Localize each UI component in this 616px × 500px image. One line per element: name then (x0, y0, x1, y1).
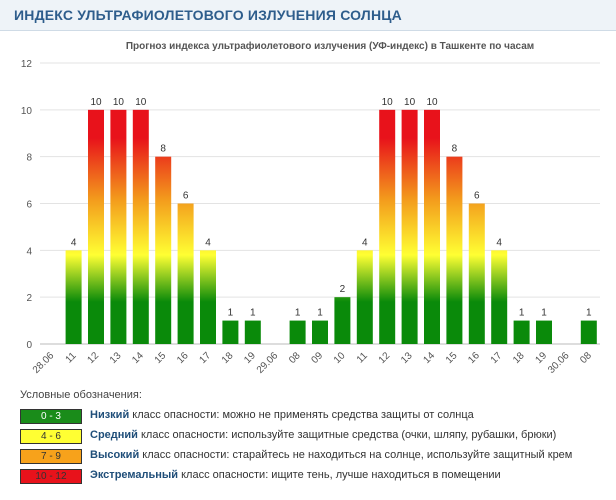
uv-bar (312, 320, 328, 344)
uv-bar (65, 250, 82, 344)
x-tick-label: 11 (64, 350, 79, 365)
uv-chart-svg: Прогноз индекса ультрафиолетового излуче… (21, 40, 600, 376)
uv-bar (401, 109, 418, 344)
legend-text-medium: класс опасности: используйте защитные ср… (137, 429, 557, 441)
chart-title: Прогноз индекса ультрафиолетового излуче… (126, 40, 534, 52)
x-tick-label: 17 (197, 350, 213, 366)
x-tick-label: 12 (377, 350, 393, 366)
bar-data-label: 2 (340, 284, 346, 295)
y-tick-label: 10 (21, 106, 33, 117)
bar-data-label: 6 (474, 191, 480, 202)
uv-bar (334, 297, 351, 344)
bar-data-label: 10 (404, 97, 416, 108)
bar-data-label: 8 (160, 144, 166, 155)
y-tick-label: 8 (26, 153, 32, 164)
legend-swatch-extreme: 10 - 12 (20, 469, 82, 484)
legend-name-high: Высокий (90, 449, 140, 461)
x-tick-label: 13 (108, 350, 124, 366)
bar-data-label: 10 (426, 97, 438, 108)
legend-swatch-low: 0 - 3 (20, 409, 82, 424)
bar-data-label: 8 (452, 144, 458, 155)
legend-item-medium: 4 - 6 Средний класс опасности: используй… (20, 429, 610, 445)
uv-bar (155, 156, 172, 344)
bar-data-label: 10 (382, 97, 394, 108)
x-tick-label: 16 (175, 350, 191, 366)
bar-data-label: 4 (362, 237, 368, 248)
uv-bar (580, 320, 597, 344)
uv-bar (177, 203, 194, 344)
uv-bar (513, 320, 530, 344)
uv-bar (200, 250, 216, 344)
legend-name-low: Низкий (90, 409, 130, 421)
uv-bar (222, 320, 239, 344)
uv-bar (289, 320, 306, 344)
uv-bar (132, 109, 149, 344)
x-tick-label: 18 (220, 350, 236, 366)
x-tick-label: 10 (332, 350, 348, 366)
bar-data-label: 1 (295, 308, 301, 319)
legend-item-low: 0 - 3 Низкий класс опасности: можно не п… (20, 409, 610, 425)
y-tick-label: 12 (21, 59, 33, 70)
legend-name-medium: Средний (90, 429, 138, 441)
uv-bar (244, 320, 261, 344)
y-tick-label: 4 (26, 246, 32, 257)
x-tick-label: 29.06 (255, 350, 281, 376)
x-tick-label: 14 (421, 350, 437, 366)
x-tick-label: 14 (130, 350, 146, 366)
x-tick-label: 18 (511, 350, 527, 366)
x-tick-label: 12 (85, 350, 101, 366)
page-header: ИНДЕКС УЛЬТРАФИОЛЕТОВОГО ИЗЛУЧЕНИЯ СОЛНЦ… (0, 0, 616, 31)
legend-text-extreme: класс опасности: ищите тень, лучше наход… (178, 469, 501, 481)
uv-bar (468, 203, 485, 344)
x-tick-label: 09 (309, 350, 325, 366)
x-tick-label: 08 (578, 350, 594, 366)
x-tick-label: 17 (489, 350, 505, 366)
bar-data-label: 1 (317, 308, 323, 319)
legend-item-extreme: 10 - 12 Экстремальный класс опасности: и… (20, 469, 610, 485)
legend: Условные обозначения: 0 - 3 Низкий класс… (0, 385, 616, 500)
page-title: ИНДЕКС УЛЬТРАФИОЛЕТОВОГО ИЗЛУЧЕНИЯ СОЛНЦ… (14, 7, 402, 23)
x-tick-label: 15 (153, 350, 169, 366)
bar-data-label: 1 (519, 308, 525, 319)
uv-bar (88, 109, 104, 344)
legend-swatch-medium: 4 - 6 (20, 429, 82, 444)
uv-bar (379, 109, 396, 344)
legend-text-high: класс опасности: старайтесь не находитьс… (139, 449, 573, 461)
bar-data-label: 1 (250, 308, 256, 319)
bar-data-label: 4 (71, 237, 77, 248)
legend-title: Условные обозначения: (20, 389, 142, 401)
bar-data-label: 4 (205, 237, 211, 248)
x-tick-label: 19 (242, 350, 258, 366)
uv-bar (446, 156, 463, 344)
x-tick-label: 11 (355, 350, 370, 365)
x-tick-label: 19 (533, 350, 549, 366)
legend-name-extreme: Экстремальный (90, 469, 179, 481)
x-tick-label: 13 (399, 350, 415, 366)
uv-bar (356, 250, 373, 344)
bar-data-label: 1 (586, 308, 592, 319)
uv-bar (536, 320, 552, 344)
bar-data-label: 4 (496, 237, 502, 248)
legend-text-low: класс опасности: можно не применять сред… (129, 409, 474, 421)
x-tick-label: 16 (466, 350, 482, 366)
x-tick-label: 08 (287, 350, 303, 366)
y-tick-label: 2 (26, 293, 32, 304)
uv-bar (424, 109, 440, 344)
bar-data-label: 1 (228, 308, 234, 319)
y-tick-label: 6 (26, 200, 32, 211)
x-tick-label: 15 (444, 350, 460, 366)
bar-data-label: 10 (113, 97, 125, 108)
bar-data-label: 10 (135, 97, 147, 108)
legend-item-high: 7 - 9 Высокий класс опасности: старайтес… (20, 449, 610, 465)
legend-swatch-high: 7 - 9 (20, 449, 82, 464)
uv-bar (110, 109, 127, 344)
bar-data-label: 10 (90, 97, 102, 108)
bar-data-label: 1 (541, 308, 547, 319)
uv-bar (491, 250, 508, 344)
x-tick-label: 28.06 (31, 350, 57, 376)
x-tick-label: 30.06 (546, 350, 572, 376)
bar-data-label: 6 (183, 191, 189, 202)
uv-chart: Прогноз индекса ультрафиолетового излуче… (0, 31, 616, 381)
y-tick-label: 0 (26, 340, 32, 351)
